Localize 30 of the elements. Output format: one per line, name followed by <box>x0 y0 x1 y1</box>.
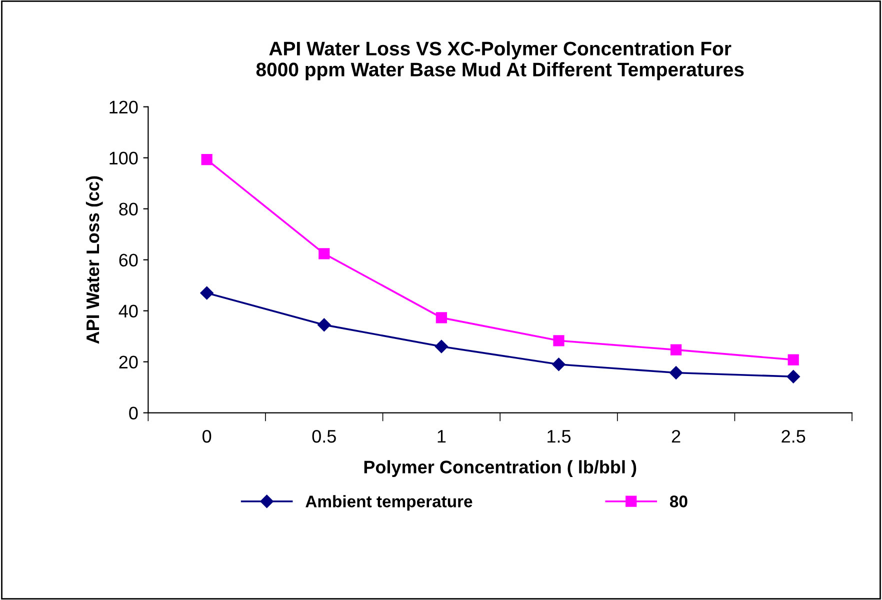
x-tick-label: 1.5 <box>548 430 571 443</box>
x-tick-label: 2.5 <box>782 430 806 443</box>
point <box>318 248 330 260</box>
y-tick-label: 80 <box>119 202 138 216</box>
point <box>669 366 683 380</box>
point <box>670 344 682 356</box>
point <box>788 354 799 366</box>
y-tick-label: 0 <box>129 406 138 420</box>
point <box>318 318 331 332</box>
y-tick-label: 120 <box>110 100 138 114</box>
y-tick-label: 40 <box>118 304 138 318</box>
y-tick-label: 20 <box>119 356 138 369</box>
y-tick-label: 100 <box>110 152 138 165</box>
legend-label: 80 <box>670 496 688 508</box>
y-tick-label: 60 <box>119 254 138 267</box>
point <box>200 286 214 300</box>
x-tick-label: 0.5 <box>312 430 336 443</box>
x-tick-label: 0 <box>202 430 212 443</box>
legend-label: Ambient temperature <box>306 495 472 511</box>
x-tick-label: 1 <box>438 430 446 443</box>
point <box>201 154 212 166</box>
point <box>434 340 448 354</box>
point <box>436 312 447 324</box>
x-axis-title: Polymer Concentration ( lb/bbl ) <box>364 460 636 478</box>
point <box>786 370 800 384</box>
chart-title: API Water Loss VS XC-Polymer Concentration For 8000 ppm Water Base Mud At Different Temperatures <box>256 41 744 80</box>
y-axis-title: API Water Loss (cc) <box>86 176 103 344</box>
point <box>552 358 566 371</box>
point <box>553 335 564 346</box>
x-tick-label: 2 <box>672 430 680 443</box>
